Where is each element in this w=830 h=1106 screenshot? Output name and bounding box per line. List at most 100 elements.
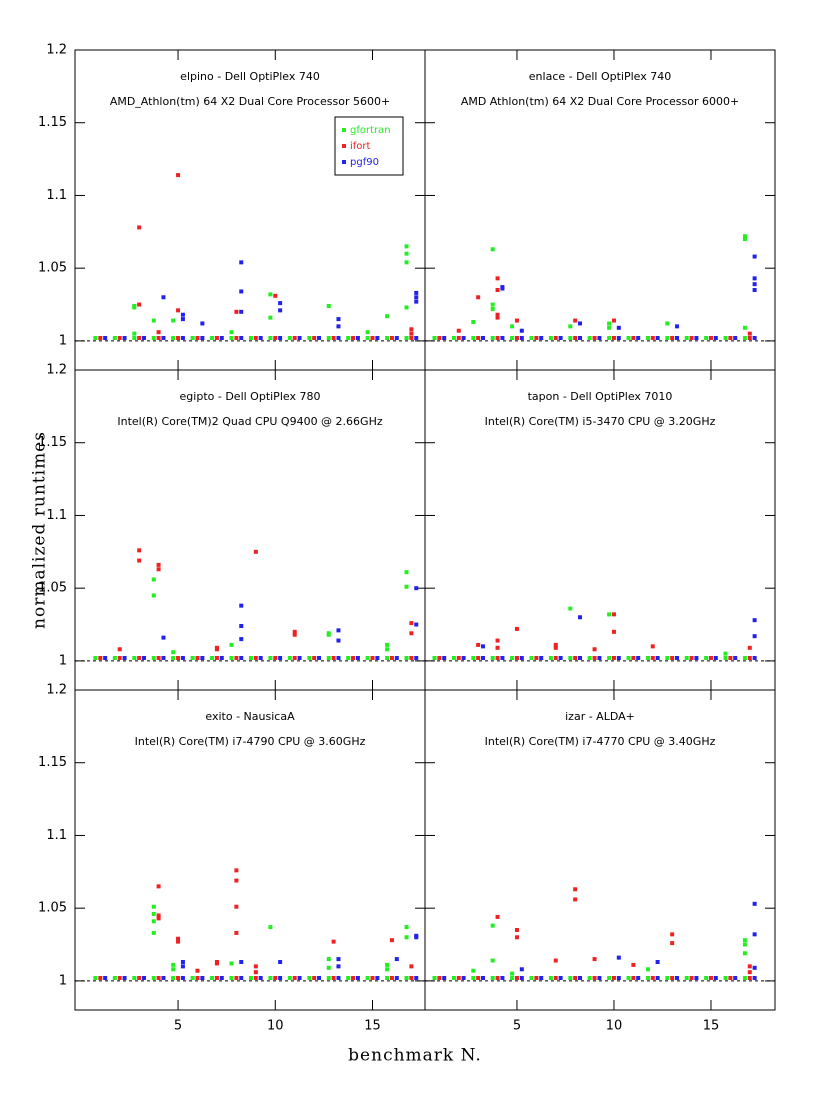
point — [742, 976, 747, 980]
point — [728, 976, 733, 980]
point — [385, 336, 390, 340]
point — [234, 930, 239, 935]
panel-title: elpino - Dell OptiPlex 740 — [180, 70, 320, 83]
point — [268, 976, 273, 980]
point — [336, 317, 341, 322]
point — [351, 976, 356, 980]
point — [607, 612, 612, 617]
point — [156, 330, 161, 335]
point — [239, 976, 244, 980]
point — [451, 336, 456, 340]
point — [239, 336, 244, 340]
point — [336, 964, 341, 969]
point — [752, 336, 757, 340]
point — [132, 976, 137, 980]
point — [414, 299, 419, 304]
y-tick-label: 1.15 — [38, 755, 67, 770]
point — [239, 637, 244, 642]
point — [112, 976, 117, 980]
point — [616, 656, 621, 660]
point — [519, 328, 524, 333]
point — [287, 336, 292, 340]
point — [137, 302, 142, 307]
point — [239, 603, 244, 608]
point — [297, 976, 302, 980]
point — [234, 656, 239, 660]
point — [476, 642, 481, 647]
point — [592, 336, 597, 340]
point — [713, 976, 718, 980]
point — [611, 612, 616, 617]
point — [442, 336, 447, 340]
point — [607, 656, 612, 660]
point — [553, 976, 558, 980]
point — [636, 656, 641, 660]
point — [351, 336, 356, 340]
point — [278, 301, 283, 306]
point — [365, 976, 370, 980]
panel-subtitle: AMD_Athlon(tm) 64 X2 Dual Core Processor… — [110, 95, 390, 108]
point — [670, 932, 675, 937]
legend-swatch — [342, 144, 346, 148]
point — [234, 309, 239, 314]
point — [665, 321, 670, 326]
point — [273, 976, 278, 980]
point — [723, 976, 728, 980]
x-axis-label: benchmark N. — [348, 1046, 482, 1066]
point — [336, 656, 341, 660]
legend-swatch — [342, 160, 346, 164]
y-tick-label: 1.05 — [38, 261, 67, 276]
point — [723, 651, 728, 656]
point — [742, 656, 747, 660]
point — [156, 656, 161, 660]
point — [548, 976, 553, 980]
point — [176, 336, 181, 340]
point — [708, 336, 713, 340]
point — [704, 976, 709, 980]
point — [553, 656, 558, 660]
point — [597, 976, 602, 980]
point — [180, 976, 185, 980]
x-tick-label: 5 — [174, 1019, 182, 1034]
point — [490, 656, 495, 660]
point — [611, 976, 616, 980]
point — [312, 976, 317, 980]
point — [93, 656, 98, 660]
point — [161, 976, 166, 980]
point — [200, 336, 205, 340]
point — [675, 324, 680, 329]
legend-label: gfortran — [350, 125, 391, 136]
point — [336, 324, 341, 329]
point — [675, 656, 680, 660]
point — [200, 656, 205, 660]
panel-frame — [424, 689, 776, 1011]
point — [534, 656, 539, 660]
point — [385, 976, 390, 980]
point — [394, 336, 399, 340]
point — [539, 336, 544, 340]
point — [389, 656, 394, 660]
point — [510, 971, 515, 976]
point — [112, 656, 117, 660]
point — [665, 656, 670, 660]
point — [616, 976, 621, 980]
point — [248, 976, 253, 980]
point — [456, 976, 461, 980]
x-tick-label: 10 — [606, 1019, 623, 1034]
point — [171, 336, 176, 340]
point — [414, 935, 419, 940]
y-tick-label: 1.2 — [46, 43, 67, 58]
point — [689, 656, 694, 660]
point — [742, 336, 747, 340]
point — [495, 638, 500, 643]
point — [713, 656, 718, 660]
point — [713, 336, 718, 340]
point — [514, 928, 519, 932]
point — [122, 656, 127, 660]
point — [553, 958, 558, 963]
point — [607, 325, 612, 330]
point — [180, 960, 185, 964]
point — [451, 976, 456, 980]
point — [752, 932, 757, 937]
point — [307, 976, 312, 980]
